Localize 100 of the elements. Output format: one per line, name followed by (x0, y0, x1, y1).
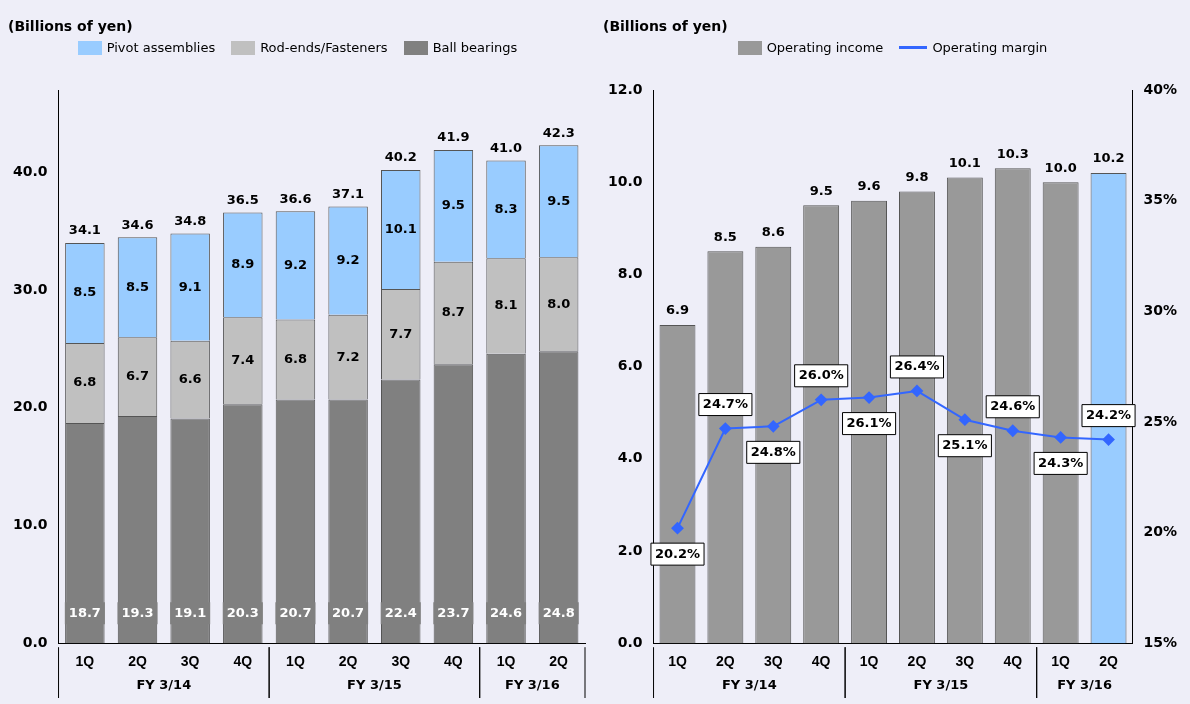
total-label: 40.2 (384, 149, 417, 165)
total-label: 36.6 (279, 190, 312, 206)
data-label: 24.3% (1038, 454, 1084, 470)
data-label: 9.6 (857, 178, 881, 194)
x-tick-label: 1Q (1051, 653, 1071, 670)
total-label: 41.9 (437, 129, 470, 145)
data-label: 18.7 (68, 604, 101, 620)
data-label: 10.3 (996, 145, 1029, 161)
data-label: 8.3 (494, 200, 518, 216)
data-label: 8.6 (761, 224, 785, 240)
point (958, 413, 971, 426)
data-label: 9.5 (809, 182, 833, 198)
data-label: 7.2 (336, 348, 360, 364)
total-label: 34.6 (121, 216, 154, 232)
x-tick-label: 2Q (338, 653, 358, 670)
data-label: 8.9 (231, 256, 255, 272)
x-tick-label: 2Q (1099, 653, 1118, 670)
x-tick-label: 1Q (496, 653, 516, 670)
data-label: 9.2 (336, 252, 360, 268)
text: FY 3/15 (913, 677, 969, 693)
point (767, 420, 780, 433)
data-label: 24.8 (542, 604, 575, 620)
x-tick-label: 2Q (549, 653, 569, 670)
point (671, 522, 684, 535)
x-tick-label: 2Q (907, 653, 927, 670)
data-label: 26.0% (798, 367, 844, 383)
data-label: 20.7 (279, 604, 312, 620)
x-tick-label: 4Q (811, 653, 831, 670)
total-label: 36.5 (226, 191, 259, 207)
y2-tick-label: 40% (1143, 80, 1178, 97)
data-label: 8.5 (126, 278, 150, 294)
point (1006, 424, 1019, 437)
data-label: 6.7 (126, 367, 150, 383)
data-label: 25.1% (942, 437, 988, 453)
data-label: 6.8 (283, 350, 307, 366)
text: FY 3/16 (504, 677, 560, 693)
data-label: 9.1 (178, 278, 202, 294)
total-label: 37.1 (332, 185, 365, 201)
text: FY 3/14 (136, 677, 192, 693)
text: FY 3/15 (347, 677, 402, 693)
x-tick-label: 1Q (859, 653, 879, 670)
x-tick-label: 1Q (75, 653, 95, 670)
x-tick-label: 2Q (716, 653, 735, 670)
total-label: 34.1 (68, 222, 101, 238)
data-label: 20.3 (226, 604, 259, 620)
legend-label: Pivot assemblies (106, 40, 216, 55)
data-label: 9.2 (283, 256, 307, 272)
point (719, 422, 732, 435)
data-label: 6.8 (73, 374, 97, 390)
y-tick-label: 30.0 (13, 280, 48, 297)
y-tick-label: 0.0 (617, 633, 643, 650)
data-label: 19.1 (174, 604, 207, 620)
data-label: 22.4 (384, 604, 417, 620)
data-label: 9.8 (905, 168, 929, 184)
data-label: 8.5 (713, 228, 737, 244)
data-label: 24.6 (489, 604, 523, 620)
text: FY 3/16 (1057, 677, 1112, 693)
point (910, 384, 923, 397)
data-label: 8.7 (441, 304, 465, 320)
y-tick-label: 20.0 (13, 398, 48, 415)
data-label: 10.0 (1044, 159, 1077, 175)
point (863, 391, 876, 404)
x-tick-label: 3Q (763, 653, 783, 670)
data-label: 19.3 (121, 604, 154, 620)
y-axis-title: (Billions of yen) (603, 18, 728, 34)
y2-tick-label: 30% (1143, 301, 1178, 318)
data-label: 24.8% (750, 443, 796, 459)
y-tick-label: 40.0 (13, 163, 48, 180)
data-label: 24.2% (1085, 407, 1132, 422)
x-tick-label: 4Q (1003, 653, 1023, 670)
data-label: 10.1 (384, 220, 417, 236)
y-tick-label: 10.0 (13, 516, 48, 533)
x-tick-label: 2Q (128, 653, 147, 670)
total-label: 41.0 (489, 140, 523, 155)
y-tick-label: 0.0 (22, 633, 48, 650)
y2-tick-label: 15% (1143, 633, 1178, 650)
data-label: 7.4 (231, 352, 255, 368)
point (1102, 433, 1115, 446)
data-label: 24.6% (990, 398, 1036, 414)
data-label: 6.6 (178, 370, 202, 386)
data-label: 9.5 (441, 197, 465, 213)
y-tick-label: 12.0 (608, 80, 643, 97)
x-tick-label: 3Q (391, 653, 411, 670)
x-tick-label: 1Q (668, 653, 687, 670)
data-label: 23.7 (437, 604, 470, 620)
x-tick-label: 3Q (180, 653, 200, 670)
legend-label: Operating margin (932, 40, 1048, 55)
y-axis-title: (Billions of yen) (8, 18, 133, 34)
y-tick-label: 6.0 (617, 357, 643, 374)
data-label: 26.1% (846, 414, 892, 430)
data-label: 8.5 (73, 284, 97, 300)
data-label: 7.7 (389, 325, 413, 341)
data-label: 20.7 (332, 604, 365, 620)
y-tick-label: 2.0 (617, 541, 643, 558)
y2-tick-label: 35% (1143, 191, 1178, 208)
data-label: 20.2% (654, 545, 701, 561)
data-label: 10.2 (1092, 150, 1125, 166)
y2-tick-label: 25% (1143, 412, 1178, 429)
legend-label: Operating income (766, 40, 884, 55)
data-label: 8.1 (494, 297, 518, 313)
